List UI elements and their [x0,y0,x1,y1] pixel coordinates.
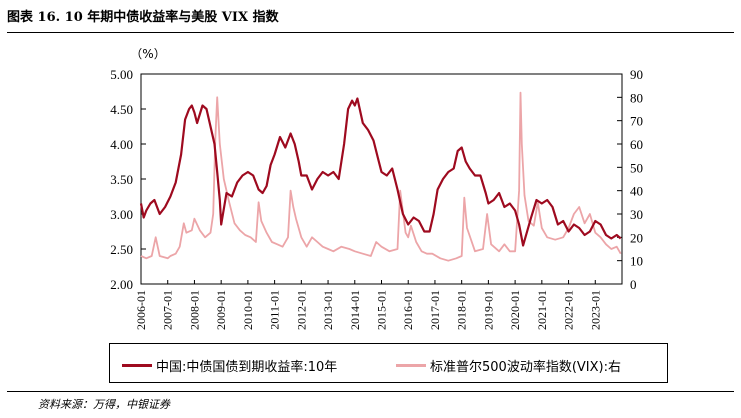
y-right-tick-label: 20 [630,230,643,245]
legend-item-yield: 中国:中债国债到期收益率:10年 [122,356,337,375]
legend-label-vix: 标准普尔500波动率指数(VIX):右 [430,360,621,375]
y-unit-label: （%） [130,47,165,61]
y-right-tick-label: 0 [630,277,637,292]
x-tick-label: 2006-01 [134,290,148,330]
figure-title: 图表 16. 10 年期中债收益率与美股 VIX 指数 [7,10,279,25]
x-tick-label: 2019-01 [481,290,495,330]
series-line-vix [140,91,622,262]
legend-label-yield: 中国:中债国债到期收益率:10年 [156,360,338,375]
x-tick-label: 2022-01 [562,290,576,330]
series-line-yield [139,97,622,247]
legend: 中国:中债国债到期收益率:10年 标准普尔500波动率指数(VIX):右 [109,343,668,383]
y-right-tick-label: 60 [630,137,643,152]
y-left-tick-label: 4.50 [110,102,133,117]
x-tick-label: 2010-01 [241,290,255,330]
y-right-tick-label: 80 [630,90,643,105]
legend-swatch-vix [396,364,426,367]
source-note: 资料来源：万得，中银证券 [38,398,170,411]
x-tick-label: 2011-01 [268,290,282,330]
x-tick-label: 2023-01 [588,290,602,330]
y-left-tick-label: 3.50 [110,172,133,187]
x-tick-label: 2009-01 [214,290,228,330]
legend-swatch-yield [122,364,152,367]
y-right-tick-label: 70 [630,114,643,129]
y-right-tick-label: 50 [630,160,643,175]
chart-area: （%） 2.00 2.50 3.00 3.50 4.00 4.50 5.00 0 10 20 30 40… [110,47,643,330]
title-rule [7,32,734,33]
x-tick-label: 2013-01 [321,290,335,330]
x-tick-label: 2018-01 [455,290,469,330]
y-left-tick-label: 4.00 [110,137,133,152]
x-tick-label: 2008-01 [187,290,201,330]
plot-frame [140,73,623,285]
source-rule [7,391,734,392]
x-tick-label: 2020-01 [508,290,522,330]
x-tick-label: 2015-01 [375,290,389,330]
x-tick-label: 2014-01 [348,290,362,330]
x-tick-label: 2012-01 [294,290,308,330]
legend-item-vix: 标准普尔500波动率指数(VIX):右 [396,356,621,375]
y-right-tick-label: 10 [630,254,643,269]
axes-layer: （%） 2.00 2.50 3.00 3.50 4.00 4.50 5.00 0 10 20 30 40… [110,47,643,330]
y-right-tick-label: 40 [630,184,643,199]
y-left-tick-label: 2.00 [110,277,133,292]
x-tick-label: 2016-01 [401,290,415,330]
y-right-tick-label: 30 [630,207,643,222]
y-left-tick-label: 5.00 [110,67,133,82]
y-right-tick-label: 90 [630,67,643,82]
x-tick-label: 2017-01 [428,290,442,330]
series-layer [139,91,622,262]
x-tick-label: 2021-01 [535,290,549,330]
y-left-tick-label: 2.50 [110,242,133,257]
y-left-tick-label: 3.00 [110,207,133,222]
x-tick-label: 2007-01 [161,290,175,330]
